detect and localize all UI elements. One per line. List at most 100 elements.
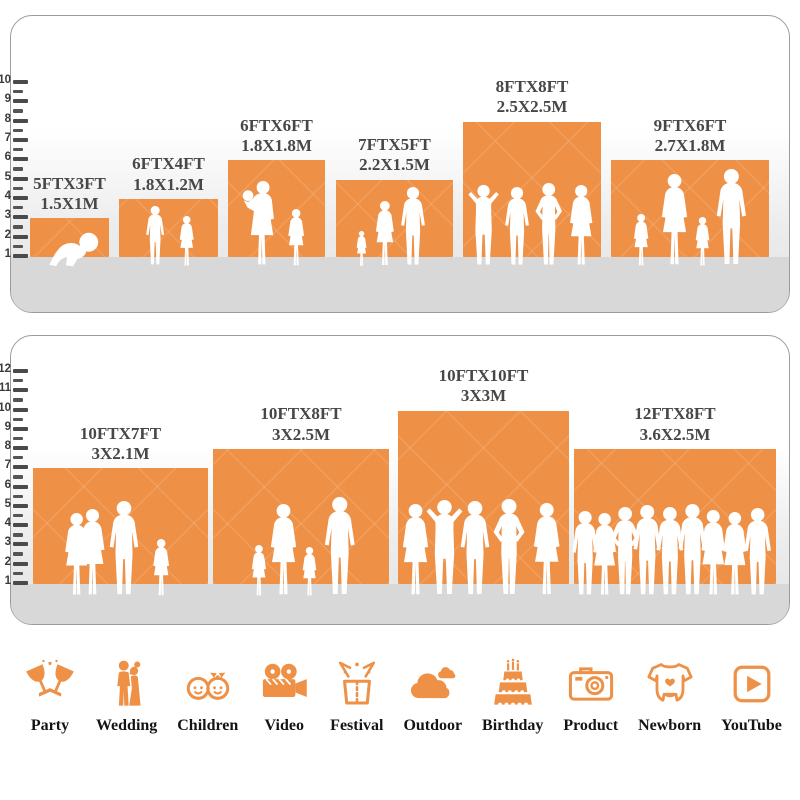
backdrop-size-m: 2.7X1.8M [654, 135, 726, 155]
category-wedding: Wedding [96, 658, 157, 735]
category-label: Party [30, 717, 70, 734]
backdrop-bar-6ftx4ft: 6FTX4FT 1.8X1.2M [119, 154, 218, 257]
backdrop-size-m: 2.5X2.5M [496, 97, 568, 117]
backdrop-size-label: 10FTX8FT 3X2.5M [260, 404, 341, 445]
ruler-number: 5 [4, 497, 11, 510]
ruler-tick-major [13, 426, 28, 431]
person-silhouette-woman [371, 201, 399, 267]
backdrop-size-ft: 9FTX6FT [653, 115, 727, 135]
category-party: Party [24, 658, 76, 735]
category-label: Children [177, 717, 239, 734]
backdrop-bar-10ftx7ft: 10FTX7FT 3X2.1M [33, 424, 208, 584]
backdrop-size-ft: 12FTX8FT [634, 404, 716, 424]
ruler-tick-minor [13, 89, 23, 94]
ruler-tick-minor [13, 533, 23, 537]
ruler-tick-major [13, 176, 28, 181]
children-icon [182, 658, 234, 710]
ruler-tick-major [13, 215, 28, 220]
backdrop-bar-10ftx10ft: 10FTX10FT 3X3M [398, 366, 569, 584]
ruler-number: 2 [4, 555, 11, 568]
ground-strip [11, 584, 789, 624]
ruler-tick-minor [13, 475, 23, 479]
category-label: YouTube [721, 717, 782, 734]
ruler-tick-major [13, 542, 28, 547]
person-silhouette-baby [46, 231, 100, 267]
ground-strip [11, 257, 789, 312]
youtube-icon [726, 658, 778, 710]
category-video: Video [258, 658, 310, 735]
ruler-tick-major [13, 523, 28, 528]
ruler-tick-minor [13, 128, 23, 133]
ruler-tick-major [13, 465, 28, 470]
ruler-tick-minor [13, 456, 23, 460]
category-label: Product [563, 717, 619, 734]
person-silhouette-man [713, 169, 750, 267]
ruler-tick-minor [13, 571, 23, 576]
backdrop-size-ft: 6FTX6FT [240, 115, 313, 135]
backdrop-size-m: 3X3M [460, 386, 507, 406]
person-silhouette-woman [564, 185, 598, 267]
category-product: Product [563, 658, 618, 735]
person-silhouette-girl [176, 216, 197, 267]
ruler-number: 8 [4, 440, 11, 453]
ruler-number: 4 [4, 190, 11, 202]
category-label: Newborn [638, 717, 702, 734]
wedding-icon [101, 658, 153, 710]
ruler-number: 1 [4, 248, 11, 260]
person-silhouette-woman [655, 174, 694, 267]
ruler-tick-major [13, 446, 28, 451]
ruler-tick-major [13, 581, 28, 585]
ruler-tick-minor [13, 513, 23, 518]
ruler-tick-minor [13, 167, 23, 171]
backdrop-size-ft: 10FTX8FT [260, 404, 342, 424]
backdrop-bar-9ftx6ft: 9FTX6FT 2.7X1.8M [611, 116, 769, 257]
ruler-tick-major [13, 80, 28, 85]
ruler-tick-major [13, 561, 28, 566]
person-silhouette-woman [264, 504, 303, 597]
ruler-tick-minor [13, 398, 23, 402]
ruler-tick-major [13, 254, 28, 258]
backdrop-size-label: 7FTX5FT 2.2X1.5M [358, 135, 431, 176]
ruler-tick-major [13, 157, 28, 162]
newborn-icon [644, 658, 696, 710]
backdrop-size-m: 3.6X2.5M [639, 424, 711, 444]
person-silhouette-manup [462, 184, 505, 267]
ruler-tick-minor [13, 225, 23, 229]
backdrop-size-ft: 6FTX4FT [132, 154, 205, 174]
ruler-tick-major [13, 234, 28, 239]
backdrop-swatch [119, 199, 218, 257]
festival-icon [331, 658, 383, 710]
ruler-tick-major [13, 369, 28, 374]
backdrop-size-label: 9FTX6FT 2.7X1.8M [654, 116, 727, 157]
ruler-number: 9 [4, 93, 11, 106]
ruler-tick-major [13, 484, 28, 489]
ruler-tick-minor [13, 378, 23, 383]
category-row: Party Wedding Children Video Festival Outdoor… [24, 658, 782, 735]
backdrop-size-label: 6FTX4FT 1.8X1.2M [132, 154, 205, 195]
ruler-number: 10 [0, 401, 11, 414]
ruler-number: 4 [4, 517, 11, 530]
category-label: Wedding [95, 717, 158, 734]
ruler-tick-minor [13, 147, 23, 152]
backdrop-size-ft: 5FTX3FT [33, 173, 106, 193]
person-silhouette-girl [692, 217, 713, 267]
backdrop-size-label: 8FTX8FT 2.5X2.5M [496, 77, 569, 118]
category-label: Outdoor [403, 717, 463, 734]
ruler-tick-major [13, 118, 28, 123]
backdrop-bar-8ftx8ft: 8FTX8FT 2.5X2.5M [463, 77, 601, 257]
ruler-tick-major [13, 503, 28, 508]
ruler-number: 11 [0, 382, 11, 395]
backdrop-swatch [336, 179, 453, 258]
ruler-tick-minor [13, 436, 23, 441]
backdrop-panel-2: 1 2 3 4 5 6 7 8 9 10 11 12 10FTX7FT 3X2.1M 10FTX8FT 3X2… [0, 335, 790, 625]
person-silhouette-woman [527, 503, 566, 597]
ruler-tick-major [13, 407, 28, 412]
backdrop-bar-12ftx8ft: 12FTX8FT 3.6X2.5M [574, 404, 776, 584]
ruler-number: 1 [4, 575, 11, 587]
backdrop-size-m: 3X2.1M [91, 444, 150, 463]
ruler-number: 12 [0, 363, 11, 376]
backdrop-size-m: 1.8X1.8M [241, 135, 312, 155]
category-outdoor: Outdoor [403, 658, 462, 735]
ruler-number: 6 [4, 478, 11, 491]
